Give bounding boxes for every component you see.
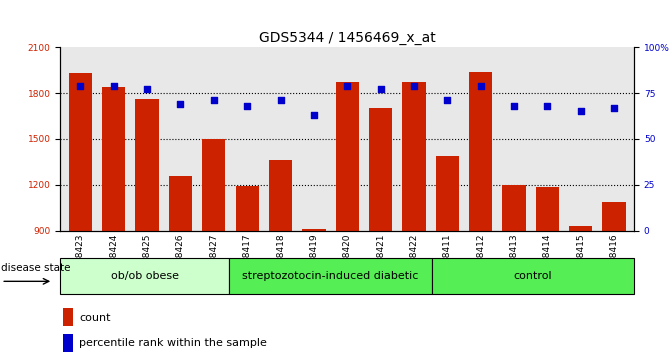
- Bar: [68, 73, 92, 231]
- Point: [109, 83, 119, 89]
- Bar: [535, 187, 559, 231]
- Title: GDS5344 / 1456469_x_at: GDS5344 / 1456469_x_at: [259, 31, 435, 45]
- Bar: [336, 82, 359, 231]
- Point: [442, 97, 453, 103]
- Bar: [169, 175, 192, 231]
- Text: ob/ob obese: ob/ob obese: [111, 271, 178, 281]
- Point: [375, 86, 386, 92]
- Point: [209, 97, 219, 103]
- Point: [509, 103, 519, 109]
- FancyBboxPatch shape: [431, 258, 634, 294]
- Text: count: count: [79, 313, 111, 323]
- Bar: [302, 229, 325, 231]
- Point: [542, 103, 553, 109]
- Point: [242, 103, 252, 109]
- Bar: [369, 108, 393, 231]
- Bar: [136, 99, 159, 231]
- Bar: [503, 185, 525, 231]
- Point: [609, 105, 619, 111]
- Text: percentile rank within the sample: percentile rank within the sample: [79, 338, 267, 348]
- Bar: [236, 186, 259, 231]
- Bar: [102, 87, 125, 231]
- Bar: [63, 334, 73, 352]
- Bar: [269, 160, 292, 231]
- Point: [475, 83, 486, 89]
- Text: control: control: [513, 271, 552, 281]
- FancyBboxPatch shape: [60, 258, 229, 294]
- Point: [175, 101, 186, 107]
- Bar: [63, 309, 73, 326]
- Point: [75, 83, 86, 89]
- FancyBboxPatch shape: [229, 258, 431, 294]
- Bar: [569, 226, 592, 231]
- Text: disease state: disease state: [1, 263, 70, 273]
- Text: streptozotocin-induced diabetic: streptozotocin-induced diabetic: [242, 271, 419, 281]
- Point: [342, 83, 353, 89]
- Point: [409, 83, 419, 89]
- Bar: [403, 82, 425, 231]
- Bar: [202, 139, 225, 231]
- Bar: [469, 72, 493, 231]
- Point: [575, 109, 586, 114]
- Bar: [435, 156, 459, 231]
- Bar: [603, 202, 626, 231]
- Point: [275, 97, 286, 103]
- Point: [142, 86, 152, 92]
- Point: [309, 112, 319, 118]
